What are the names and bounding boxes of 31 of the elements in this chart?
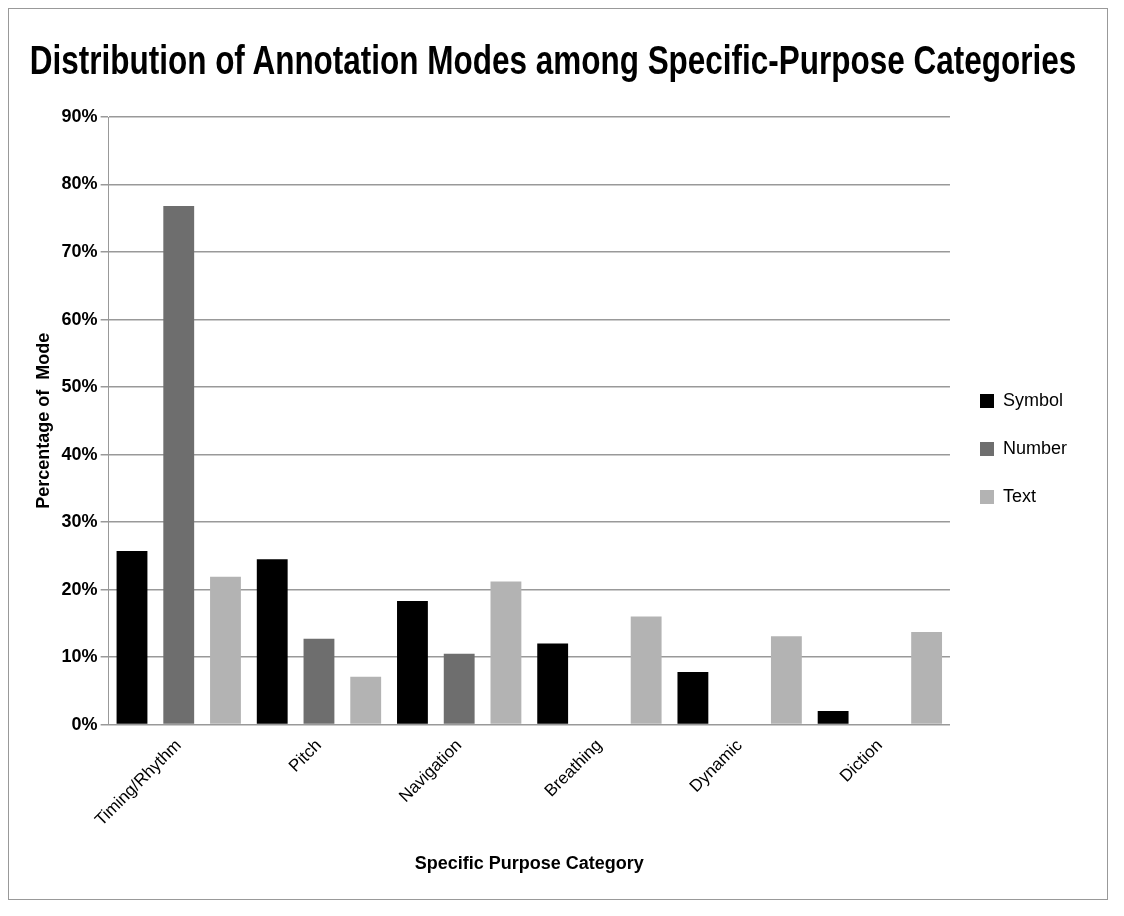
chart-title: Distribution of Annotation Modes among Specific-Purpose Categories [29,37,1077,83]
y-tick-label: 10% [61,646,98,667]
y-tick-label: 70% [61,240,98,261]
bar [397,601,428,724]
bar [677,671,709,724]
bar [350,676,382,724]
bar [303,638,335,724]
bar [490,581,522,724]
x-axis-title: Specific Purpose Category [414,853,644,874]
y-tick-label: 30% [61,511,98,532]
bar [256,559,288,724]
legend-label: Text [1002,485,1036,506]
legend-label: Number [1002,437,1068,458]
y-tick-label: 20% [61,578,98,599]
bar [817,711,849,724]
bar [116,551,148,724]
bar [630,616,662,724]
bar [443,653,475,724]
y-tick-label: 80% [61,173,98,194]
bar [537,643,569,724]
y-tick-label: 50% [61,376,98,397]
y-tick-label: 0% [71,713,98,734]
legend-label: Symbol [1002,389,1064,410]
y-axis-title: Percentage of Mode [32,332,53,509]
bar [210,576,241,724]
y-tick-label: 90% [61,105,98,126]
y-tick-label: 40% [61,443,98,464]
bar [770,636,802,724]
bar [163,206,195,724]
bar [911,632,943,724]
y-tick-label: 60% [61,308,98,329]
